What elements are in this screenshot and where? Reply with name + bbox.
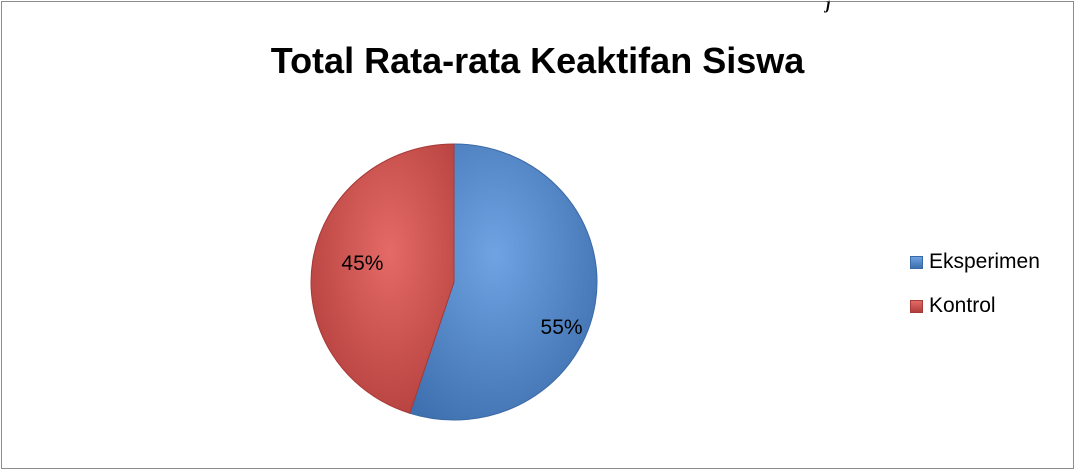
legend-label-kontrol: Kontrol (929, 294, 996, 317)
pie-slice-eksperimen (409, 143, 598, 421)
legend-swatch-kontrol (910, 299, 923, 313)
data-label-kontrol: 45% (341, 252, 383, 275)
pie-slice-kontrol (310, 143, 455, 414)
pie-group: 55% 45% (310, 143, 598, 421)
legend-swatch-eksperimen (910, 255, 923, 269)
top-mark-text: j (826, 0, 831, 13)
legend-item-eksperimen: Eksperimen (910, 250, 1040, 274)
data-label-eksperimen: 55% (541, 316, 583, 339)
legend-label-eksperimen: Eksperimen (929, 250, 1040, 273)
legend: Eksperimen Kontrol (910, 250, 1040, 338)
legend-item-kontrol: Kontrol (910, 294, 1040, 318)
chart-title: Total Rata-rata Keaktifan Siswa (270, 40, 805, 81)
